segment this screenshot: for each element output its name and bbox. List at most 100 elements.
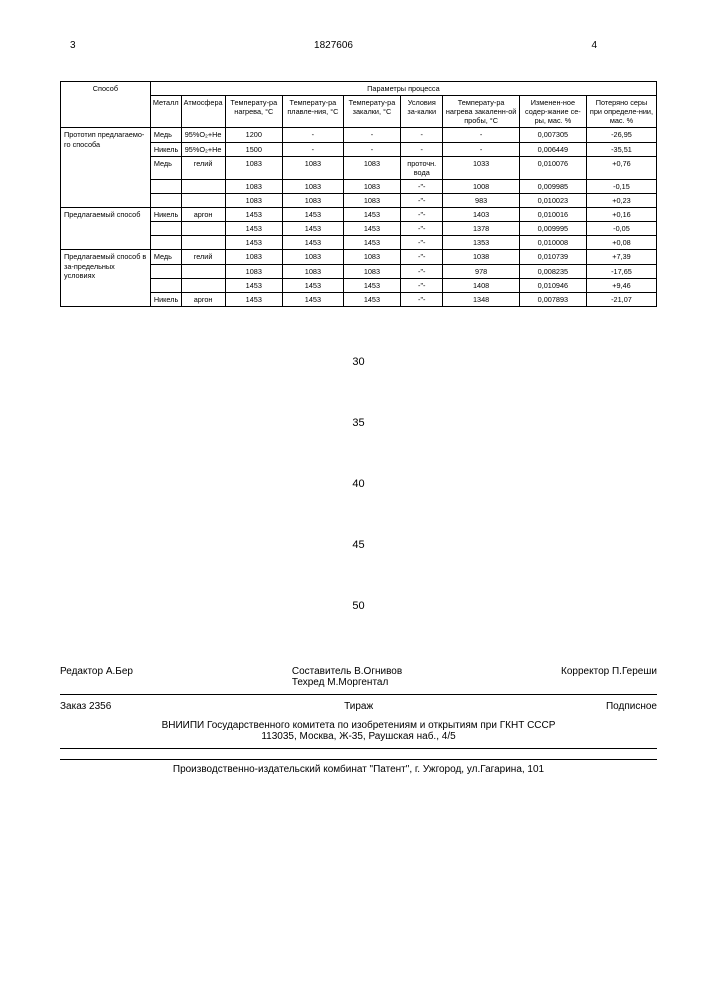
cell-temp-heat: 1500: [225, 142, 282, 156]
cell-temp-heat-sample: 983: [443, 193, 519, 207]
table-row: 145314531453-"-14080,010946+9,46: [61, 278, 657, 292]
cell-metal: [150, 264, 181, 278]
cell-sulfur-changed: 0,006449: [519, 142, 586, 156]
cell-temp-quench: 1083: [343, 264, 400, 278]
cell-temp-heat-sample: 1403: [443, 208, 519, 222]
cell-temp-melt: -: [282, 142, 343, 156]
cell-temp-quench: 1453: [343, 292, 400, 306]
cell-metal: Медь: [150, 128, 181, 142]
scale-30: 30: [60, 357, 657, 368]
cell-atmosphere: [181, 236, 225, 250]
cell-quench-cond: -"-: [401, 250, 443, 264]
table-row: Предлагаемый способНикельаргон1453145314…: [61, 208, 657, 222]
cell-temp-heat-sample: -: [443, 142, 519, 156]
col-temp-heat: Температу-ра нагрева, °C: [225, 96, 282, 128]
cell-temp-melt: 1083: [282, 156, 343, 179]
cell-temp-quench: 1083: [343, 179, 400, 193]
corrector: Корректор П.Гереши: [561, 666, 657, 688]
cell-temp-quench: -: [343, 128, 400, 142]
cell-temp-melt: 1083: [282, 264, 343, 278]
cell-temp-quench: 1083: [343, 250, 400, 264]
cell-temp-melt: 1083: [282, 193, 343, 207]
cell-sulfur-lost: +9,46: [586, 278, 656, 292]
col-temp-melt: Температу-ра плавле-ния, °C: [282, 96, 343, 128]
cell-quench-cond: -: [401, 128, 443, 142]
cell-temp-heat-sample: 1033: [443, 156, 519, 179]
page-right: 4: [591, 40, 597, 51]
cell-atmosphere: [181, 179, 225, 193]
cell-temp-heat: 1083: [225, 264, 282, 278]
cell-sulfur-changed: 0,010023: [519, 193, 586, 207]
cell-sulfur-changed: 0,010008: [519, 236, 586, 250]
subscribe: Подписное: [606, 701, 657, 712]
cell-temp-heat: 1453: [225, 236, 282, 250]
cell-sulfur-changed: 0,008235: [519, 264, 586, 278]
cell-metal: Никель: [150, 142, 181, 156]
cell-temp-heat-sample: 1408: [443, 278, 519, 292]
cell-sulfur-lost: -21,07: [586, 292, 656, 306]
cell-sulfur-lost: +7,39: [586, 250, 656, 264]
compiler: Составитель В.Огнивов: [292, 666, 402, 677]
col-method: Способ: [61, 82, 151, 128]
cell-temp-quench: 1453: [343, 236, 400, 250]
cell-sulfur-lost: +0,08: [586, 236, 656, 250]
cell-temp-heat: 1083: [225, 250, 282, 264]
table-row: 108310831083-"-10080,009985-0,15: [61, 179, 657, 193]
cell-metal: Медь: [150, 250, 181, 264]
credits-block: Редактор А.Бер Составитель В.Огнивов Тех…: [60, 662, 657, 749]
cell-atmosphere: [181, 264, 225, 278]
cell-quench-cond: -: [401, 142, 443, 156]
cell-quench-cond: проточн. вода: [401, 156, 443, 179]
cell-temp-melt: 1453: [282, 208, 343, 222]
cell-metal: [150, 278, 181, 292]
cell-temp-heat-sample: 1348: [443, 292, 519, 306]
cell-temp-melt: 1453: [282, 292, 343, 306]
cell-quench-cond: -"-: [401, 222, 443, 236]
cell-temp-heat-sample: 1378: [443, 222, 519, 236]
cell-temp-melt: 1083: [282, 250, 343, 264]
cell-sulfur-changed: 0,010076: [519, 156, 586, 179]
col-sulfur-changed: Изменен-ное содер-жание се-ры, мас. %: [519, 96, 586, 128]
cell-sulfur-changed: 0,007893: [519, 292, 586, 306]
cell-temp-heat: 1453: [225, 278, 282, 292]
cell-sulfur-changed: 0,010016: [519, 208, 586, 222]
cell-sulfur-changed: 0,009995: [519, 222, 586, 236]
scale-45: 45: [60, 540, 657, 551]
cell-temp-melt: 1453: [282, 236, 343, 250]
cell-sulfur-lost: +0,23: [586, 193, 656, 207]
cell-method: Предлагаемый способ в за-предельных усло…: [61, 250, 151, 306]
cell-temp-heat: 1453: [225, 222, 282, 236]
cell-metal: Никель: [150, 208, 181, 222]
cell-temp-heat-sample: 1353: [443, 236, 519, 250]
cell-atmosphere: гелий: [181, 156, 225, 179]
cell-sulfur-lost: +0,16: [586, 208, 656, 222]
cell-atmosphere: [181, 222, 225, 236]
cell-sulfur-changed: 0,010739: [519, 250, 586, 264]
table-row: Никельаргон145314531453-"-13480,007893-2…: [61, 292, 657, 306]
table-row: Никель95%O₂+He1500----0,006449-35,51: [61, 142, 657, 156]
cell-temp-quench: -: [343, 142, 400, 156]
cell-sulfur-changed: 0,010946: [519, 278, 586, 292]
cell-temp-heat-sample: -: [443, 128, 519, 142]
cell-quench-cond: -"-: [401, 264, 443, 278]
cell-method: Прототип предлагаемо-го способа: [61, 128, 151, 208]
table-row: 108310831083-"-9780,008235-17,65: [61, 264, 657, 278]
cell-sulfur-lost: +0,76: [586, 156, 656, 179]
org-line-1: ВНИИПИ Государственного комитета по изоб…: [162, 720, 556, 731]
cell-temp-quench: 1453: [343, 278, 400, 292]
cell-temp-quench: 1083: [343, 156, 400, 179]
cell-metal: [150, 193, 181, 207]
col-group-params: Параметры процесса: [150, 82, 656, 96]
page-header: 3 1827606 4: [60, 40, 657, 51]
scale-50: 50: [60, 601, 657, 612]
page-left: 3: [70, 40, 76, 51]
cell-atmosphere: аргон: [181, 292, 225, 306]
cell-atmosphere: гелий: [181, 250, 225, 264]
cell-quench-cond: -"-: [401, 179, 443, 193]
cell-atmosphere: [181, 193, 225, 207]
cell-sulfur-lost: -0,15: [586, 179, 656, 193]
cell-atmosphere: аргон: [181, 208, 225, 222]
cell-quench-cond: -"-: [401, 278, 443, 292]
cell-temp-heat: 1083: [225, 179, 282, 193]
col-temp-heat-sample: Температу-ра нагрева закаленн-ой пробы, …: [443, 96, 519, 128]
